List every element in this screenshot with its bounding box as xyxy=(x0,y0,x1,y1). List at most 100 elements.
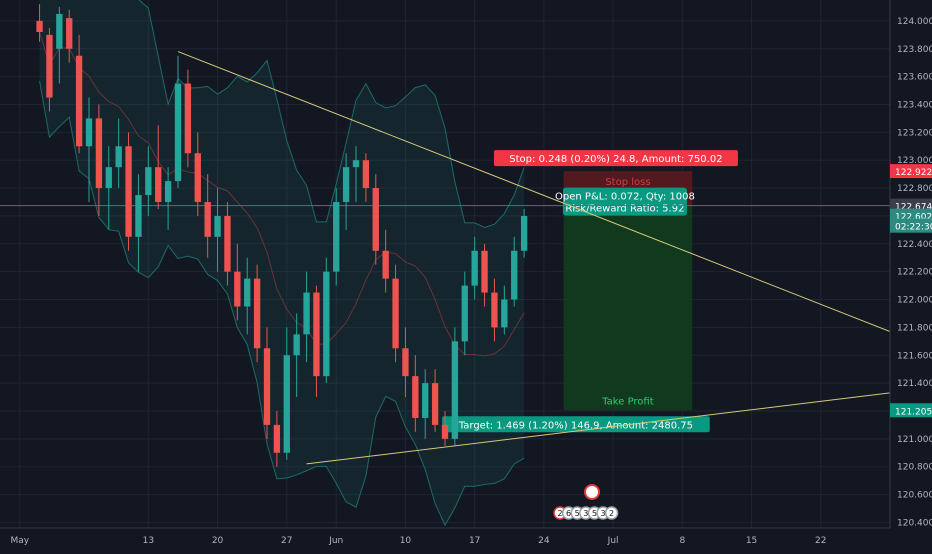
target-label-bg xyxy=(442,416,710,433)
price-tick-label: 120.800 xyxy=(897,463,932,473)
candle-body xyxy=(451,341,459,439)
candle-body xyxy=(342,167,350,203)
candle-body xyxy=(491,292,498,328)
price-tick-label: 121.000 xyxy=(897,435,932,445)
price-tick-label: 122.400 xyxy=(897,240,932,250)
candle-body xyxy=(382,250,389,279)
time-axis[interactable]: May 13 20 27 Jun 10 17 24 Jul 8 15 22 xyxy=(0,527,890,546)
event-badge-count: 5 xyxy=(592,509,597,518)
candle-body xyxy=(471,250,478,286)
event-badge-count: 5 xyxy=(575,509,580,518)
candle-body xyxy=(184,83,192,154)
candle-body xyxy=(95,118,103,189)
time-tick-label: 10 xyxy=(400,536,412,546)
event-badge-count: 6 xyxy=(566,509,571,518)
candle-body xyxy=(422,383,429,418)
price-tick-label: 122.800 xyxy=(897,184,932,194)
candle-body xyxy=(194,153,201,203)
candle-body xyxy=(511,250,518,300)
bollinger-bands xyxy=(39,0,525,527)
candle-body xyxy=(85,118,93,147)
price-marker-target-bg xyxy=(890,403,932,418)
price-axis[interactable]: 120.400120.600120.800121.000121.200121.4… xyxy=(889,0,932,550)
candle-body xyxy=(392,278,399,349)
candle-body xyxy=(283,355,290,453)
pnl-line-2: Risk/Reward Ratio: 5.92 xyxy=(565,204,684,215)
candle-body xyxy=(135,195,142,237)
candle-body xyxy=(431,383,439,425)
price-tick-label: 121.800 xyxy=(897,323,932,333)
bollinger-middle xyxy=(39,31,525,357)
candle-body xyxy=(36,20,43,33)
candle-body xyxy=(56,13,63,49)
pnl-label-bg xyxy=(562,187,687,216)
candle-body xyxy=(253,278,261,349)
stop-loss-text: Stop loss xyxy=(605,177,650,188)
candle-body xyxy=(323,271,330,377)
event-badge-count: 2 xyxy=(609,509,614,518)
price-marker-target: 121.205 xyxy=(895,407,932,417)
candle-body xyxy=(273,424,281,453)
candle-body xyxy=(402,348,409,377)
time-tick-label: 15 xyxy=(746,536,757,546)
time-tick-label: 20 xyxy=(212,536,224,546)
stop-label-text: Stop: 0.248 (0.20%) 24.8, Amount: 750.02 xyxy=(509,154,722,165)
candle-body xyxy=(164,181,172,203)
stop-label-bg xyxy=(493,150,738,167)
price-marker-countdown: 02:22:30 xyxy=(895,223,932,233)
price-marker-countdown-bg xyxy=(890,218,932,233)
price-tick-label: 121.400 xyxy=(897,379,932,389)
candle-body xyxy=(145,167,152,196)
candle-body xyxy=(155,167,162,203)
candle-body xyxy=(293,334,300,356)
time-tick-label: May xyxy=(10,536,29,546)
price-tick-label: 123.000 xyxy=(897,156,932,166)
event-badge[interactable] xyxy=(604,506,619,520)
candle-body xyxy=(441,424,449,439)
event-badge-count: 2 xyxy=(557,509,562,518)
price-tick-label: 123.800 xyxy=(897,45,932,55)
price-tick-label: 123.200 xyxy=(897,128,932,138)
candle-body xyxy=(224,215,231,272)
price-tick-label: 123.400 xyxy=(897,100,932,110)
candle-body xyxy=(214,215,221,237)
event-flag-icon[interactable] xyxy=(584,484,600,500)
trendline[interactable] xyxy=(177,51,891,333)
candle-body xyxy=(75,55,83,147)
candle-body xyxy=(244,278,251,307)
target-zone[interactable] xyxy=(563,205,693,411)
candle-body xyxy=(46,34,53,98)
stop-label[interactable]: Stop: 0.248 (0.20%) 24.8, Amount: 750.02 xyxy=(493,150,738,167)
price-tick-label: 120.400 xyxy=(897,518,932,528)
candle-body xyxy=(461,285,468,342)
candle-body xyxy=(204,202,211,237)
time-tick-label: 13 xyxy=(143,536,154,546)
time-tick-label: 27 xyxy=(281,536,292,546)
candle-body xyxy=(174,83,182,182)
target-label[interactable]: Target: 1.469 (1.20%) 146.9, Amount: 248… xyxy=(442,416,710,433)
candle-body xyxy=(412,376,419,418)
event-badge-count: 3 xyxy=(583,509,588,518)
price-tick-label: 122.000 xyxy=(897,296,932,306)
time-tick-label: 8 xyxy=(679,536,685,546)
candle-body xyxy=(66,18,73,49)
candle-body xyxy=(234,271,241,307)
price-tick-label: 124.000 xyxy=(897,17,932,27)
trendline[interactable] xyxy=(306,392,891,465)
candle-body xyxy=(115,146,122,168)
time-tick-label: 24 xyxy=(538,536,550,546)
position-tool[interactable]: Stop loss Take Profit Stop: 0.248 (0.20%) … xyxy=(442,150,738,433)
bollinger-fill xyxy=(39,0,525,526)
bollinger-lower xyxy=(39,80,525,527)
time-tick-label: 22 xyxy=(815,536,826,546)
candle-body xyxy=(303,292,310,335)
price-marker-entry: 122.674 xyxy=(895,203,932,213)
target-label-text: Target: 1.469 (1.20%) 146.9, Amount: 248… xyxy=(458,420,693,431)
price-tick-label: 122.200 xyxy=(897,268,932,278)
candle-body xyxy=(125,146,132,237)
